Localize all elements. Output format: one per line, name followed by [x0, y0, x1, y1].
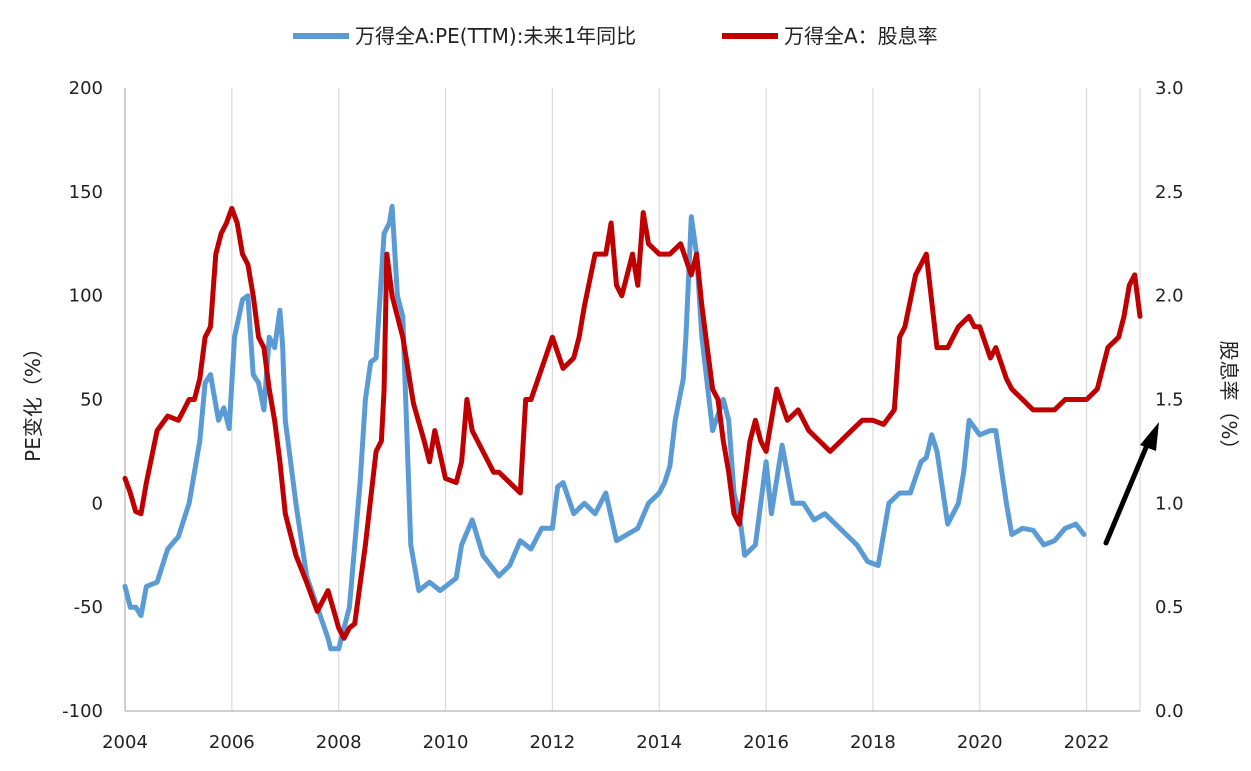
left-axis-ticks: -100 -50 0 50 100 150 200: [62, 78, 103, 722]
series-line-dividend-yield: [122, 205, 1143, 641]
x-tick-label: 2004: [102, 732, 148, 753]
left-tick-label: 200: [69, 78, 103, 99]
right-tick-label: 1.0: [1155, 493, 1184, 514]
left-tick-label: 50: [80, 390, 103, 411]
x-tick-label: 2010: [423, 732, 469, 753]
right-tick-label: 2.5: [1155, 182, 1184, 203]
right-tick-label: 0.0: [1155, 701, 1184, 722]
left-tick-label: 100: [69, 286, 103, 307]
right-axis-title: 股息率（%）: [1217, 340, 1241, 459]
x-tick-label: 2022: [1064, 732, 1110, 753]
right-axis-ticks: 0.0 0.5 1.0 1.5 2.0 2.5 3.0: [1155, 78, 1184, 722]
legend-label-dividend: 万得全A：股息率: [784, 24, 938, 48]
left-tick-label: -100: [62, 701, 103, 722]
x-tick-label: 2016: [743, 732, 789, 753]
vertical-gridlines: [231, 88, 1141, 711]
legend-label-pe: 万得全A:PE(TTM):未来1年同比: [355, 24, 636, 48]
axes: [124, 88, 1140, 712]
x-tick-label: 2020: [957, 732, 1003, 753]
up-arrow-icon: [1103, 422, 1159, 546]
legend: 万得全A:PE(TTM):未来1年同比 万得全A：股息率: [293, 24, 938, 48]
left-tick-label: 0: [92, 493, 103, 514]
x-tick-label: 2012: [529, 732, 575, 753]
left-axis-title: PE变化（%）: [21, 338, 45, 462]
x-tick-label: 2008: [316, 732, 362, 753]
left-tick-label: -50: [74, 597, 103, 618]
x-tick-label: 2006: [209, 732, 255, 753]
right-tick-label: 3.0: [1155, 78, 1184, 99]
series-line-pe-yoy: [122, 203, 1087, 652]
x-axis-ticks: 2004 2006 2008 2010 2012 2014 2016 2018 2020 2022: [102, 732, 1109, 753]
right-tick-label: 2.0: [1155, 286, 1184, 307]
x-tick-label: 2018: [850, 732, 896, 753]
x-tick-label: 2014: [636, 732, 682, 753]
right-tick-label: 1.5: [1155, 390, 1184, 411]
right-tick-label: 0.5: [1155, 597, 1184, 618]
left-tick-label: 150: [69, 182, 103, 203]
